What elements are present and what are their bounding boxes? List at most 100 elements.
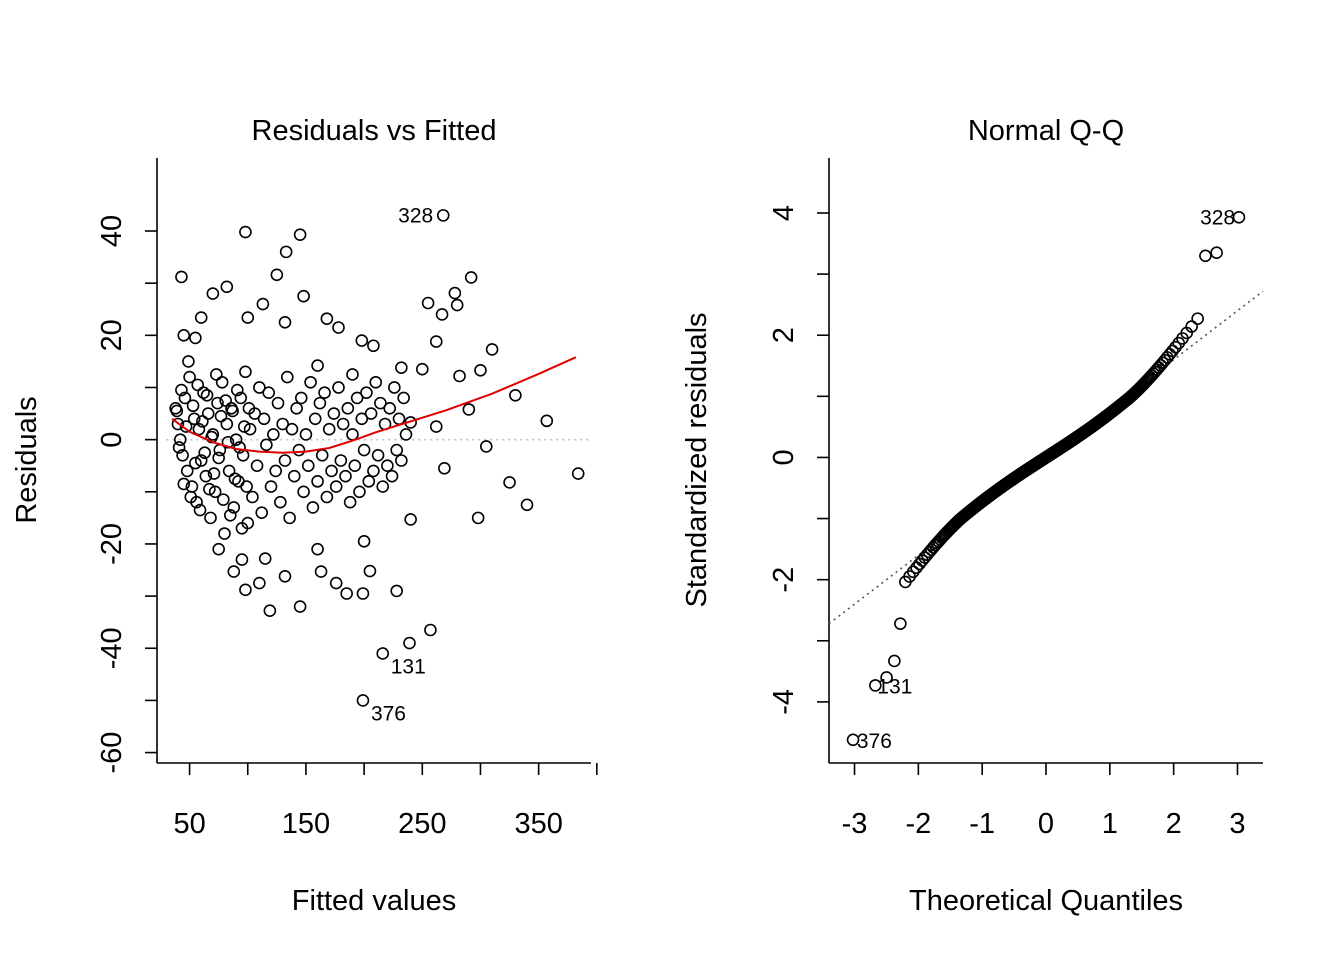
residual-point — [313, 396, 327, 410]
residual-point — [189, 331, 202, 345]
residuals-y-tick-label: 20 — [96, 319, 128, 351]
residual-point — [191, 378, 205, 392]
residual-point — [374, 396, 387, 410]
residual-point — [192, 422, 206, 436]
residual-point — [293, 600, 307, 613]
residual-point — [292, 443, 306, 457]
residual-point — [171, 417, 185, 431]
residual-point — [221, 435, 235, 449]
residual-point — [172, 441, 186, 454]
residual-point — [341, 402, 355, 415]
residual-point — [369, 375, 383, 389]
residual-point — [281, 370, 294, 384]
residual-point — [194, 454, 208, 467]
residual-point — [357, 443, 371, 457]
qq-point — [1185, 320, 1198, 333]
residual-point — [332, 381, 345, 394]
residual-point — [257, 412, 271, 426]
residual-point — [320, 490, 334, 504]
residual-point — [356, 694, 370, 707]
residual-point — [435, 308, 449, 321]
residual-point — [479, 440, 493, 453]
residual-point — [210, 368, 223, 381]
qq-x-tick-label: 2 — [1166, 808, 1182, 840]
residual-point — [367, 339, 380, 353]
residual-point — [206, 287, 220, 300]
residual-point — [260, 438, 273, 452]
residual-point — [278, 569, 292, 583]
residual-point — [318, 386, 331, 399]
residual-point — [571, 467, 585, 480]
residual-point — [474, 363, 487, 377]
residuals-y-tick-label: -20 — [96, 523, 128, 565]
residuals-x-tick-label: 350 — [514, 808, 562, 840]
residual-point — [224, 508, 237, 522]
residual-point — [503, 476, 516, 489]
residual-point — [240, 480, 253, 493]
residual-point — [322, 422, 336, 436]
residual-point — [215, 375, 229, 389]
residual-point — [196, 415, 209, 428]
residual-point — [371, 448, 385, 462]
residuals-y-tick-label: -40 — [96, 627, 128, 669]
residual-point — [388, 381, 401, 394]
residual-point — [395, 454, 408, 467]
residual-point — [290, 402, 303, 415]
residual-point — [332, 321, 345, 334]
residual-point — [346, 368, 359, 381]
qq-point — [846, 733, 860, 747]
residual-point — [450, 298, 464, 312]
outlier-label-328: 328 — [398, 204, 433, 227]
residual-point — [271, 396, 285, 410]
residual-point — [222, 464, 236, 478]
residual-point — [448, 286, 462, 300]
qq-y-tick-label: -2 — [768, 567, 800, 593]
residual-point — [250, 459, 264, 473]
qq-x-tick-label: -1 — [969, 808, 995, 840]
residual-point — [325, 464, 338, 478]
residual-point — [197, 386, 210, 399]
outlier-label-131: 131 — [391, 655, 426, 678]
residual-point — [214, 409, 228, 423]
normal-qq-title: Normal Q-Q — [968, 115, 1124, 147]
residual-point — [436, 209, 450, 222]
residuals-y-tick-label: -60 — [96, 732, 128, 774]
residual-point — [315, 448, 329, 462]
residual-point — [207, 467, 221, 480]
residuals-vs-fitted-title: Residuals vs Fitted — [252, 115, 497, 147]
residual-point — [208, 485, 222, 499]
qq-y-tick-label: 2 — [768, 327, 800, 343]
residual-point — [304, 375, 317, 389]
residual-point — [258, 552, 272, 565]
residual-point — [212, 542, 225, 556]
residual-point — [220, 417, 234, 431]
residuals-ylabel: Residuals — [11, 396, 43, 523]
residuals-x-tick-label: 50 — [173, 808, 205, 840]
qq-point — [1191, 312, 1204, 325]
residual-point — [283, 511, 296, 525]
residual-point — [308, 412, 322, 426]
residual-point — [187, 412, 201, 426]
outlier-label-376: 376 — [371, 702, 406, 725]
residual-point — [198, 446, 212, 459]
qq-annotations: 328 131 376 — [857, 206, 1235, 753]
residual-point — [399, 428, 413, 441]
residual-point — [390, 584, 403, 598]
residual-point — [239, 583, 252, 597]
residual-point — [269, 464, 282, 478]
residual-point — [176, 448, 189, 462]
qq-xlabel: Theoretical Quantiles — [909, 885, 1183, 917]
qq-y-tick-label: 0 — [768, 449, 800, 465]
residual-point — [232, 475, 245, 488]
residual-point — [178, 391, 192, 405]
residual-point — [230, 383, 244, 397]
residual-point — [279, 245, 293, 259]
residual-point — [385, 469, 399, 483]
residual-point — [227, 565, 241, 578]
residual-point — [189, 456, 202, 470]
qq-point — [1232, 210, 1246, 224]
residual-point — [390, 443, 403, 457]
qq-point — [1169, 340, 1182, 354]
residual-point — [327, 407, 341, 420]
residual-point — [355, 334, 369, 347]
